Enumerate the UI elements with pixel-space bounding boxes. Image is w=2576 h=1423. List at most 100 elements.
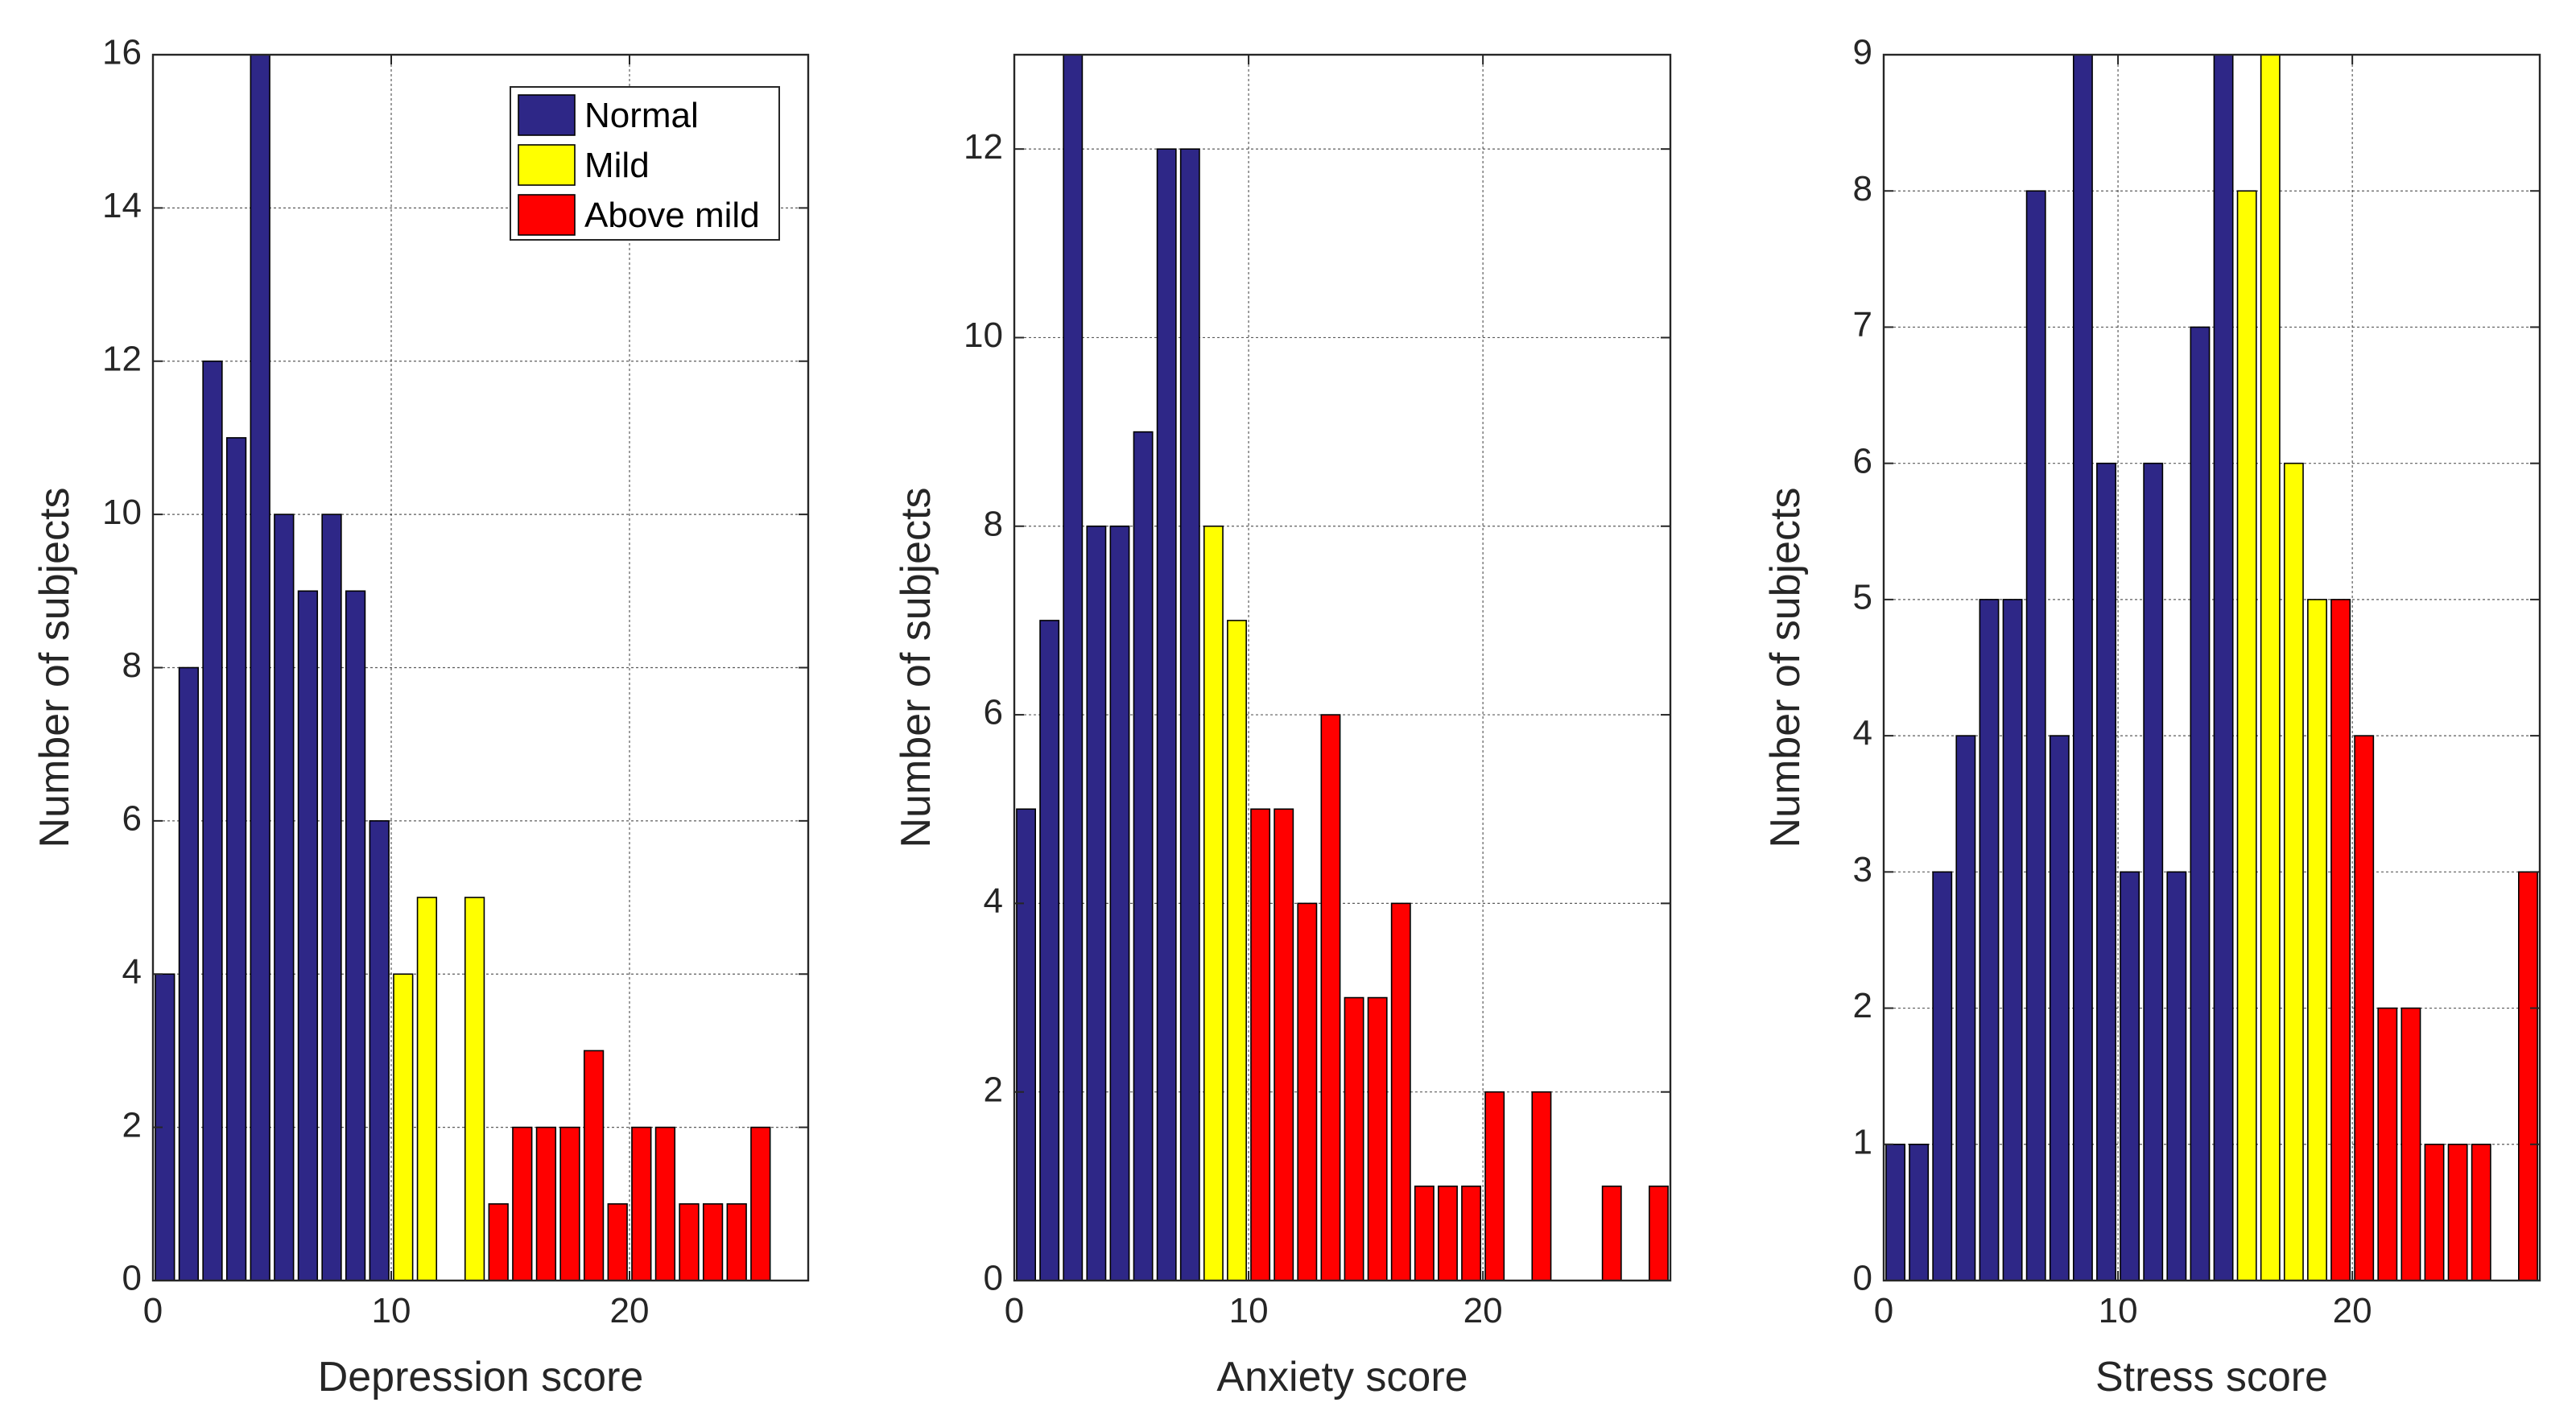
bar-0 — [1016, 808, 1036, 1281]
y-tick-label: 16 — [102, 33, 142, 72]
bar-27 — [1649, 1186, 1669, 1281]
bar-11 — [1274, 808, 1294, 1281]
y-tick-label: 12 — [102, 339, 142, 378]
bar-18 — [2307, 599, 2327, 1281]
bar-3 — [225, 437, 247, 1281]
y-tick-label: 9 — [1853, 33, 1872, 72]
bar-17 — [559, 1126, 580, 1281]
bar-17 — [2283, 462, 2304, 1281]
bar-22 — [2401, 1007, 2421, 1281]
bar-13 — [2190, 326, 2211, 1281]
bar-16 — [535, 1126, 557, 1281]
bar-10 — [393, 973, 414, 1281]
x-tick-label: 10 — [2099, 1291, 2138, 1330]
bar-14 — [488, 1203, 509, 1281]
bar-19 — [1461, 1186, 1482, 1281]
bar-0 — [1885, 1143, 1905, 1281]
bar-20 — [631, 1126, 652, 1281]
bar-24 — [726, 1203, 747, 1281]
bar-5 — [274, 514, 295, 1281]
y-tick-label: 0 — [984, 1259, 1003, 1298]
bar-3 — [1086, 525, 1107, 1281]
y-tick-label: 6 — [984, 693, 1003, 732]
y-tick-label: 6 — [122, 799, 142, 839]
y-tick-label: 8 — [122, 646, 142, 685]
bar-13 — [464, 897, 485, 1281]
axes-box — [1013, 53, 1672, 1282]
bar-5 — [1133, 431, 1154, 1281]
bar-2 — [1932, 871, 1953, 1281]
y-tick-label: 5 — [1853, 578, 1872, 617]
bar-9 — [369, 820, 390, 1281]
bar-10 — [2120, 871, 2140, 1281]
x-tick-label: 20 — [610, 1291, 650, 1330]
bar-9 — [1227, 620, 1247, 1281]
y-tick-label: 6 — [1853, 441, 1872, 481]
bar-19 — [607, 1203, 628, 1281]
bar-15 — [1367, 996, 1388, 1281]
bar-7 — [2049, 735, 2070, 1281]
axes-box — [1882, 53, 2541, 1282]
legend-swatch — [518, 94, 576, 136]
bar-22 — [679, 1203, 700, 1281]
y-tick-label: 2 — [984, 1070, 1003, 1109]
bar-1 — [178, 666, 200, 1281]
chart-panel-2: 0 2 4 6 8 10 12 0 10 20 Anxiety score Number of sub… — [893, 53, 1672, 1400]
bar-7 — [321, 514, 342, 1281]
bar-16 — [2260, 54, 2281, 1281]
bar-4 — [250, 54, 270, 1281]
y-tick-label: 0 — [122, 1259, 142, 1298]
bar-5 — [2002, 599, 2023, 1281]
bar-6 — [1156, 148, 1177, 1281]
y-tick-label: 12 — [964, 127, 1003, 167]
bar-18 — [1438, 1186, 1458, 1281]
bar-12 — [2166, 871, 2187, 1281]
x-axis-label: Depression score — [318, 1354, 644, 1400]
y-tick-label: 2 — [1853, 986, 1872, 1025]
bar-13 — [1320, 714, 1341, 1281]
bar-1 — [1909, 1143, 1930, 1281]
bar-25 — [750, 1126, 771, 1281]
bar-21 — [654, 1126, 676, 1281]
bar-1 — [1039, 620, 1060, 1281]
x-axis-label: Anxiety score — [1216, 1354, 1468, 1400]
x-tick-label: 0 — [1874, 1291, 1893, 1330]
x-tick-label: 20 — [2333, 1291, 2372, 1330]
y-tick-label: 0 — [1853, 1259, 1872, 1298]
y-axis-label: Number of subjects — [31, 488, 78, 848]
bar-11 — [416, 897, 438, 1281]
bar-9 — [2096, 462, 2116, 1281]
bar-22 — [1531, 1091, 1552, 1281]
chart-panel-1: 0 2 4 6 8 10 12 14 16 0 10 20 Depression score Number… — [31, 33, 810, 1400]
bar-11 — [2143, 462, 2164, 1281]
bar-14 — [2213, 54, 2234, 1281]
bar-16 — [1390, 902, 1411, 1281]
bar-10 — [1250, 808, 1271, 1281]
bar-24 — [2447, 1143, 2468, 1281]
y-tick-label: 2 — [122, 1105, 142, 1145]
y-tick-label: 10 — [964, 316, 1003, 355]
legend-label: Mild — [584, 146, 650, 185]
bar-6 — [2025, 190, 2046, 1281]
bar-21 — [2377, 1007, 2398, 1281]
y-tick-label: 8 — [984, 504, 1003, 543]
x-tick-label: 0 — [1005, 1291, 1024, 1330]
bar-4 — [1979, 599, 2000, 1281]
bar-8 — [2072, 54, 2093, 1281]
bar-27 — [2518, 871, 2538, 1281]
x-tick-label: 10 — [372, 1291, 411, 1330]
y-tick-label: 10 — [102, 493, 142, 532]
legend-label: Normal — [584, 96, 699, 135]
bar-25 — [2471, 1143, 2491, 1281]
bar-23 — [2424, 1143, 2445, 1281]
bar-25 — [1601, 1186, 1622, 1281]
x-tick-label: 10 — [1229, 1291, 1269, 1330]
y-axis-label: Number of subjects — [1762, 488, 1809, 848]
y-tick-label: 1 — [1853, 1122, 1872, 1161]
x-tick-label: 20 — [1463, 1291, 1503, 1330]
bar-7 — [1179, 148, 1200, 1281]
legend: Normal Mild Above mild — [510, 86, 780, 241]
bar-8 — [345, 590, 366, 1281]
